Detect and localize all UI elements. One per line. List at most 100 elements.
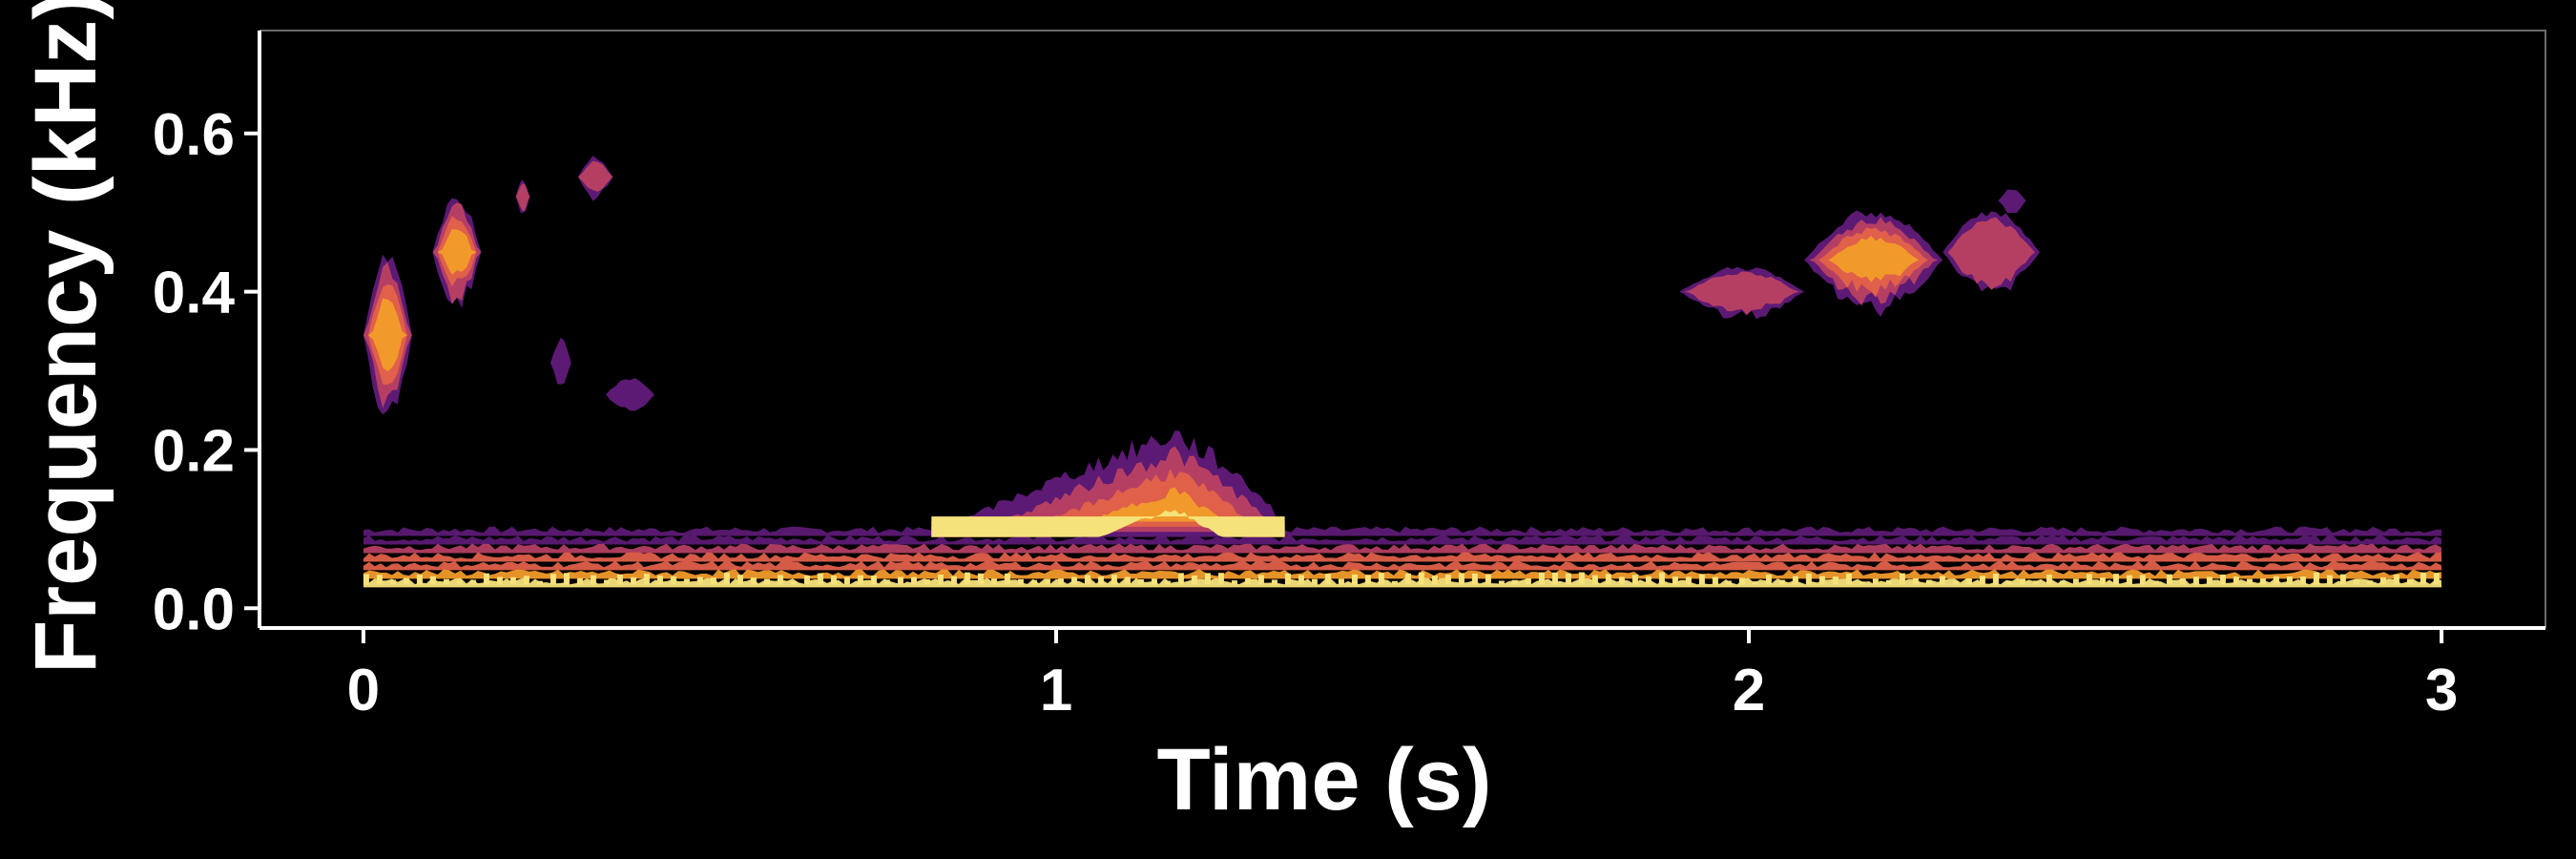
noise-band-stripe	[363, 552, 2442, 562]
baseline-spike	[2192, 576, 2199, 585]
baseline-spike	[937, 575, 944, 585]
baseline-spike	[2420, 572, 2426, 585]
baseline-spike	[1511, 579, 1518, 585]
baseline-spike	[1738, 577, 1745, 585]
contour-level	[931, 510, 1285, 537]
contour-level	[1942, 217, 2040, 290]
baseline-spike	[2433, 573, 2440, 585]
baseline-spike	[1965, 578, 1972, 585]
baseline-spike	[2086, 574, 2092, 585]
baseline-spike	[1311, 578, 1318, 585]
baseline-spike	[1137, 579, 1144, 585]
baseline-spike	[483, 573, 489, 585]
noise-band-stripe	[363, 569, 2442, 579]
baseline-spike	[1257, 575, 1264, 585]
baseline-spike	[1618, 576, 1625, 585]
baseline-spike	[1765, 575, 1772, 585]
spectral-region	[550, 337, 571, 385]
contour-level	[550, 337, 571, 385]
baseline-spike	[1378, 573, 1384, 585]
baseline-spike	[1151, 578, 1157, 585]
baseline-spike	[1338, 578, 1344, 585]
baseline-spike	[1444, 575, 1451, 585]
baseline-spike	[1351, 574, 1358, 585]
baseline-spike	[790, 581, 797, 585]
noise-band-stripe	[363, 577, 2442, 588]
baseline-spike	[429, 576, 436, 585]
baseline-spike	[1578, 572, 1585, 585]
spectral-region	[1804, 210, 1943, 317]
y-axis-ticks: 0.0 0.2 0.4 0.6	[153, 102, 260, 642]
spectral-region	[515, 179, 530, 213]
baseline-spike	[590, 575, 596, 585]
baseline-spike	[563, 573, 570, 585]
contour-level	[1804, 236, 1943, 283]
y-tick-label: 0.2	[153, 418, 235, 484]
baseline-spike	[2072, 578, 2079, 585]
y-axis-title: Frequency (kHz)	[17, 0, 114, 674]
noise-band-stripe	[363, 560, 2442, 571]
baseline-spike	[830, 576, 837, 585]
baseline-spike	[2259, 578, 2266, 585]
baseline-spike	[456, 579, 463, 585]
spectral-region	[1942, 211, 2040, 292]
baseline-spike	[2353, 579, 2359, 585]
baseline-spike	[897, 576, 904, 585]
x-axis-ticks: 0 1 2 3	[347, 628, 2458, 723]
baseline-spike	[2046, 575, 2052, 585]
baseline-spike	[496, 576, 503, 585]
baseline-spike	[1538, 572, 1545, 585]
baseline-spike	[1458, 573, 1465, 585]
baseline-spike	[1364, 575, 1371, 585]
baseline-spike	[1792, 576, 1798, 585]
baseline-spike	[710, 577, 717, 585]
baseline-spike	[2299, 576, 2306, 585]
baseline-spike	[1565, 573, 1571, 585]
baseline-spike	[1925, 579, 1932, 585]
baseline-spike	[1124, 576, 1131, 585]
baseline-spike	[2366, 580, 2373, 585]
baseline-spike	[416, 575, 423, 585]
baseline-spike	[857, 575, 863, 585]
baseline-spike	[964, 572, 970, 585]
baseline-spike	[1845, 573, 1852, 585]
baseline-spike	[1912, 577, 1919, 585]
baseline-spike	[2286, 576, 2293, 585]
baseline-spike	[1952, 580, 1959, 585]
baseline-spike	[2126, 575, 2132, 585]
baseline-spike	[1672, 576, 1678, 585]
baseline-spike	[2152, 580, 2159, 585]
baseline-spike	[2099, 577, 2106, 585]
baseline-spike	[1859, 581, 1865, 585]
baseline-spike	[1979, 576, 1985, 585]
baseline-spike	[1298, 575, 1304, 585]
baseline-spike	[2313, 572, 2319, 585]
baseline-spike	[843, 576, 850, 585]
y-tick-label: 0.0	[153, 576, 235, 642]
baseline-spike	[389, 579, 396, 585]
baseline-spike	[1551, 572, 1558, 585]
baseline-spike	[1885, 579, 1892, 585]
baseline-spike	[950, 576, 957, 585]
baseline-spike	[1418, 572, 1424, 585]
y-tick-label: 0.4	[153, 261, 236, 326]
baseline-spike	[1057, 578, 1064, 585]
baseline-spike	[777, 575, 783, 585]
baseline-spike	[1525, 578, 1531, 585]
baseline-spike	[550, 574, 556, 585]
x-tick-label: 0	[347, 658, 380, 723]
plot-border	[260, 30, 2546, 628]
spectral-regions	[363, 156, 2040, 537]
spectral-region	[432, 198, 482, 308]
baseline-spike	[1284, 573, 1291, 585]
baseline-spike	[1097, 576, 1104, 585]
baseline-spike	[1471, 573, 1478, 585]
spectral-region	[931, 430, 1285, 537]
baseline-spike	[376, 575, 383, 585]
baseline-spike	[1591, 575, 1598, 585]
baseline-spike	[2019, 578, 2025, 585]
spectral-region	[578, 156, 613, 201]
contour-level	[1679, 271, 1805, 315]
baseline-spike	[723, 572, 730, 585]
